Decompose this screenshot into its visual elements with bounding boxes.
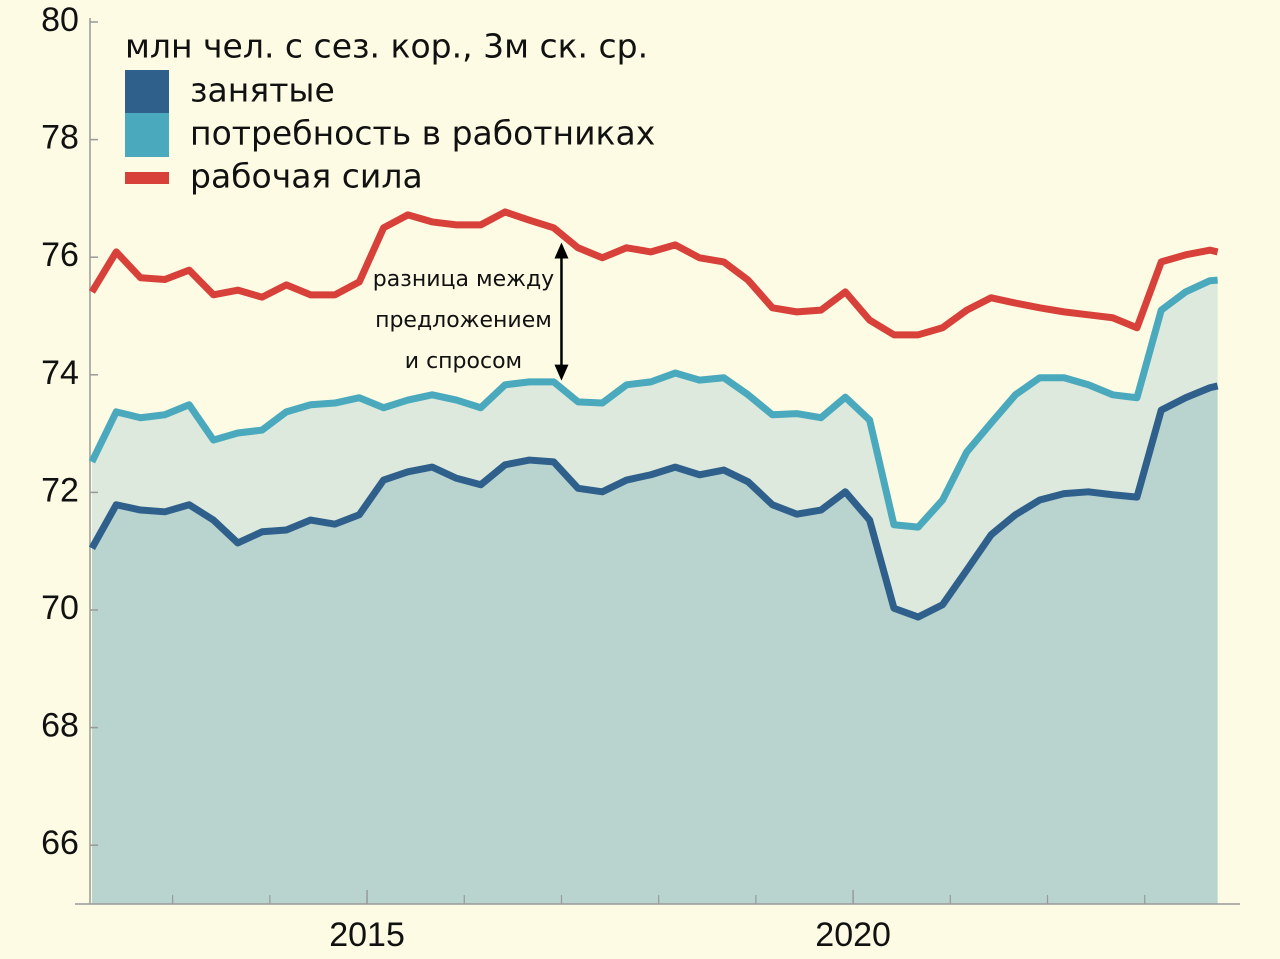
y-tick-label: 70 bbox=[41, 589, 79, 627]
legend-swatch bbox=[125, 113, 169, 157]
series-line bbox=[88, 208, 1219, 339]
legend-title: млн чел. с сез. кор., 3м ск. ср. bbox=[125, 27, 648, 66]
area bbox=[91, 280, 1218, 618]
area bbox=[91, 385, 1218, 904]
legend-label: занятые bbox=[190, 71, 335, 110]
series-line bbox=[88, 276, 1218, 531]
legend-swatch bbox=[125, 70, 169, 114]
y-tick-label: 80 bbox=[41, 1, 79, 39]
annotation-text: предложением bbox=[375, 308, 552, 333]
x-tick-label: 2020 bbox=[815, 916, 891, 954]
legend-label: потребность в работниках bbox=[190, 114, 655, 153]
y-tick-label: 74 bbox=[41, 354, 79, 392]
series-line bbox=[88, 382, 1219, 621]
y-tick-label: 68 bbox=[41, 707, 79, 745]
legend-label: рабочая сила bbox=[190, 157, 423, 196]
y-tick-label: 76 bbox=[41, 236, 79, 274]
annotation-text: разница между bbox=[373, 267, 554, 292]
y-tick-label: 66 bbox=[41, 824, 79, 862]
x-tick-label: 2015 bbox=[329, 916, 405, 954]
y-tick-label: 72 bbox=[41, 471, 79, 509]
legend-swatch bbox=[125, 172, 169, 184]
arrow-head bbox=[554, 242, 569, 259]
annotation-text: и спросом bbox=[405, 349, 522, 374]
y-tick-label: 78 bbox=[41, 119, 79, 157]
plot: 66 68 70 72 74 76 78 80 2015 2020 разница между пре… bbox=[41, 1, 1240, 954]
arrow-head bbox=[554, 364, 569, 381]
